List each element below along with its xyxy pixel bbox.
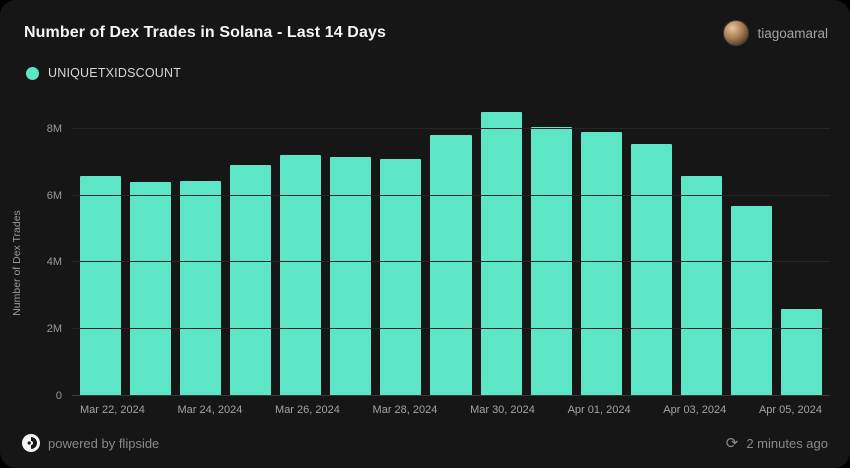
- x-tick-label: Mar 24, 2024: [177, 404, 243, 416]
- x-axis-labels: Mar 22, 2024 Mar 24, 2024 Mar 26, 2024 Mar …: [72, 396, 830, 424]
- y-tick-label: 4M: [46, 256, 62, 269]
- x-tick-label: Mar 22, 2024: [80, 404, 145, 416]
- x-tick-label: Mar 28, 2024: [372, 404, 438, 416]
- gridline: [72, 127, 830, 129]
- gridline: [72, 395, 830, 396]
- gridline: [72, 261, 830, 263]
- x-slot: Apr 01, 2024: [568, 404, 631, 424]
- gridline: [72, 328, 830, 330]
- x-tick-label: Mar 26, 2024: [275, 404, 340, 416]
- user-chip[interactable]: tiagoamaral: [723, 20, 828, 46]
- x-slot: Mar 28, 2024: [373, 404, 438, 424]
- x-slot: Mar 26, 2024: [275, 404, 340, 424]
- chart-bar[interactable]: [280, 155, 322, 396]
- x-slot: [535, 404, 568, 424]
- legend-dot: [26, 66, 39, 80]
- y-axis-title: Number of Dex Trades: [6, 102, 28, 424]
- x-slot: Mar 24, 2024: [178, 404, 243, 424]
- y-tick-label: 6M: [46, 189, 62, 202]
- chart-bar[interactable]: [680, 175, 722, 396]
- y-tick-label: 2M: [46, 323, 62, 336]
- chart-bar[interactable]: [580, 132, 622, 396]
- x-slot: [145, 404, 178, 424]
- page-title: Number of Dex Trades in Solana - Last 14…: [24, 24, 386, 41]
- gridline: [72, 194, 830, 196]
- y-tick-label: 8M: [46, 122, 62, 135]
- chart-bar[interactable]: [380, 158, 422, 396]
- legend-item[interactable]: UNIQUETXIDSCOUNT: [26, 66, 181, 80]
- footer-branding[interactable]: powered by flipside: [22, 434, 159, 452]
- y-axis-title-text: Number of Dex Trades: [11, 210, 24, 316]
- x-slot: [631, 404, 664, 424]
- x-slot: [726, 404, 759, 424]
- x-slot: [340, 404, 373, 424]
- header: Number of Dex Trades in Solana - Last 14…: [0, 0, 850, 56]
- y-axis-labels: 0 2M 4M 6M 8M: [28, 102, 72, 402]
- x-slot: Mar 22, 2024: [80, 404, 145, 424]
- x-slot: Apr 05, 2024: [759, 404, 822, 424]
- chart-bar[interactable]: [480, 112, 522, 396]
- bars-container: [72, 102, 830, 396]
- refresh-icon[interactable]: ⟳: [725, 434, 739, 452]
- chart-bar[interactable]: [180, 180, 222, 396]
- avatar[interactable]: [723, 20, 750, 46]
- x-tick-label: Apr 05, 2024: [758, 404, 822, 416]
- username: tiagoamaral: [757, 25, 828, 41]
- chart-bar[interactable]: [730, 205, 772, 396]
- plot-wrap: 0 2M 4M 6M 8M Mar 22, 2024 Mar 24, 2024 Mar 26…: [28, 102, 830, 424]
- legend-label: UNIQUETXIDSCOUNT: [48, 66, 182, 80]
- x-slot: [242, 404, 275, 424]
- plot-row: 0 2M 4M 6M 8M: [28, 102, 830, 402]
- chart-bar[interactable]: [780, 309, 822, 396]
- chart-bar[interactable]: [230, 165, 272, 396]
- flipside-logo-icon: [22, 434, 40, 452]
- chart-bar[interactable]: [330, 157, 372, 396]
- x-tick-label: Apr 03, 2024: [663, 404, 727, 416]
- powered-by-text: powered by flipside: [48, 435, 160, 451]
- chart-bar[interactable]: [130, 182, 172, 396]
- chart-region: Number of Dex Trades 0 2M 4M 6M 8M Mar 22, 2…: [0, 86, 850, 424]
- plot-area: [72, 102, 830, 396]
- x-slot: [437, 404, 470, 424]
- x-slot: Apr 03, 2024: [663, 404, 726, 424]
- x-slot: Mar 30, 2024: [470, 404, 535, 424]
- last-updated-text: 2 minutes ago: [746, 435, 828, 451]
- y-tick-label: 0: [55, 390, 62, 402]
- footer: powered by flipside ⟳ 2 minutes ago: [0, 424, 850, 468]
- x-tick-label: Apr 01, 2024: [567, 404, 631, 416]
- chart-bar[interactable]: [80, 175, 122, 396]
- footer-status[interactable]: ⟳ 2 minutes ago: [726, 436, 828, 451]
- chart-bar[interactable]: [630, 143, 672, 396]
- chart-bar[interactable]: [430, 135, 472, 396]
- x-tick-label: Mar 30, 2024: [470, 404, 535, 416]
- legend: UNIQUETXIDSCOUNT: [0, 56, 850, 86]
